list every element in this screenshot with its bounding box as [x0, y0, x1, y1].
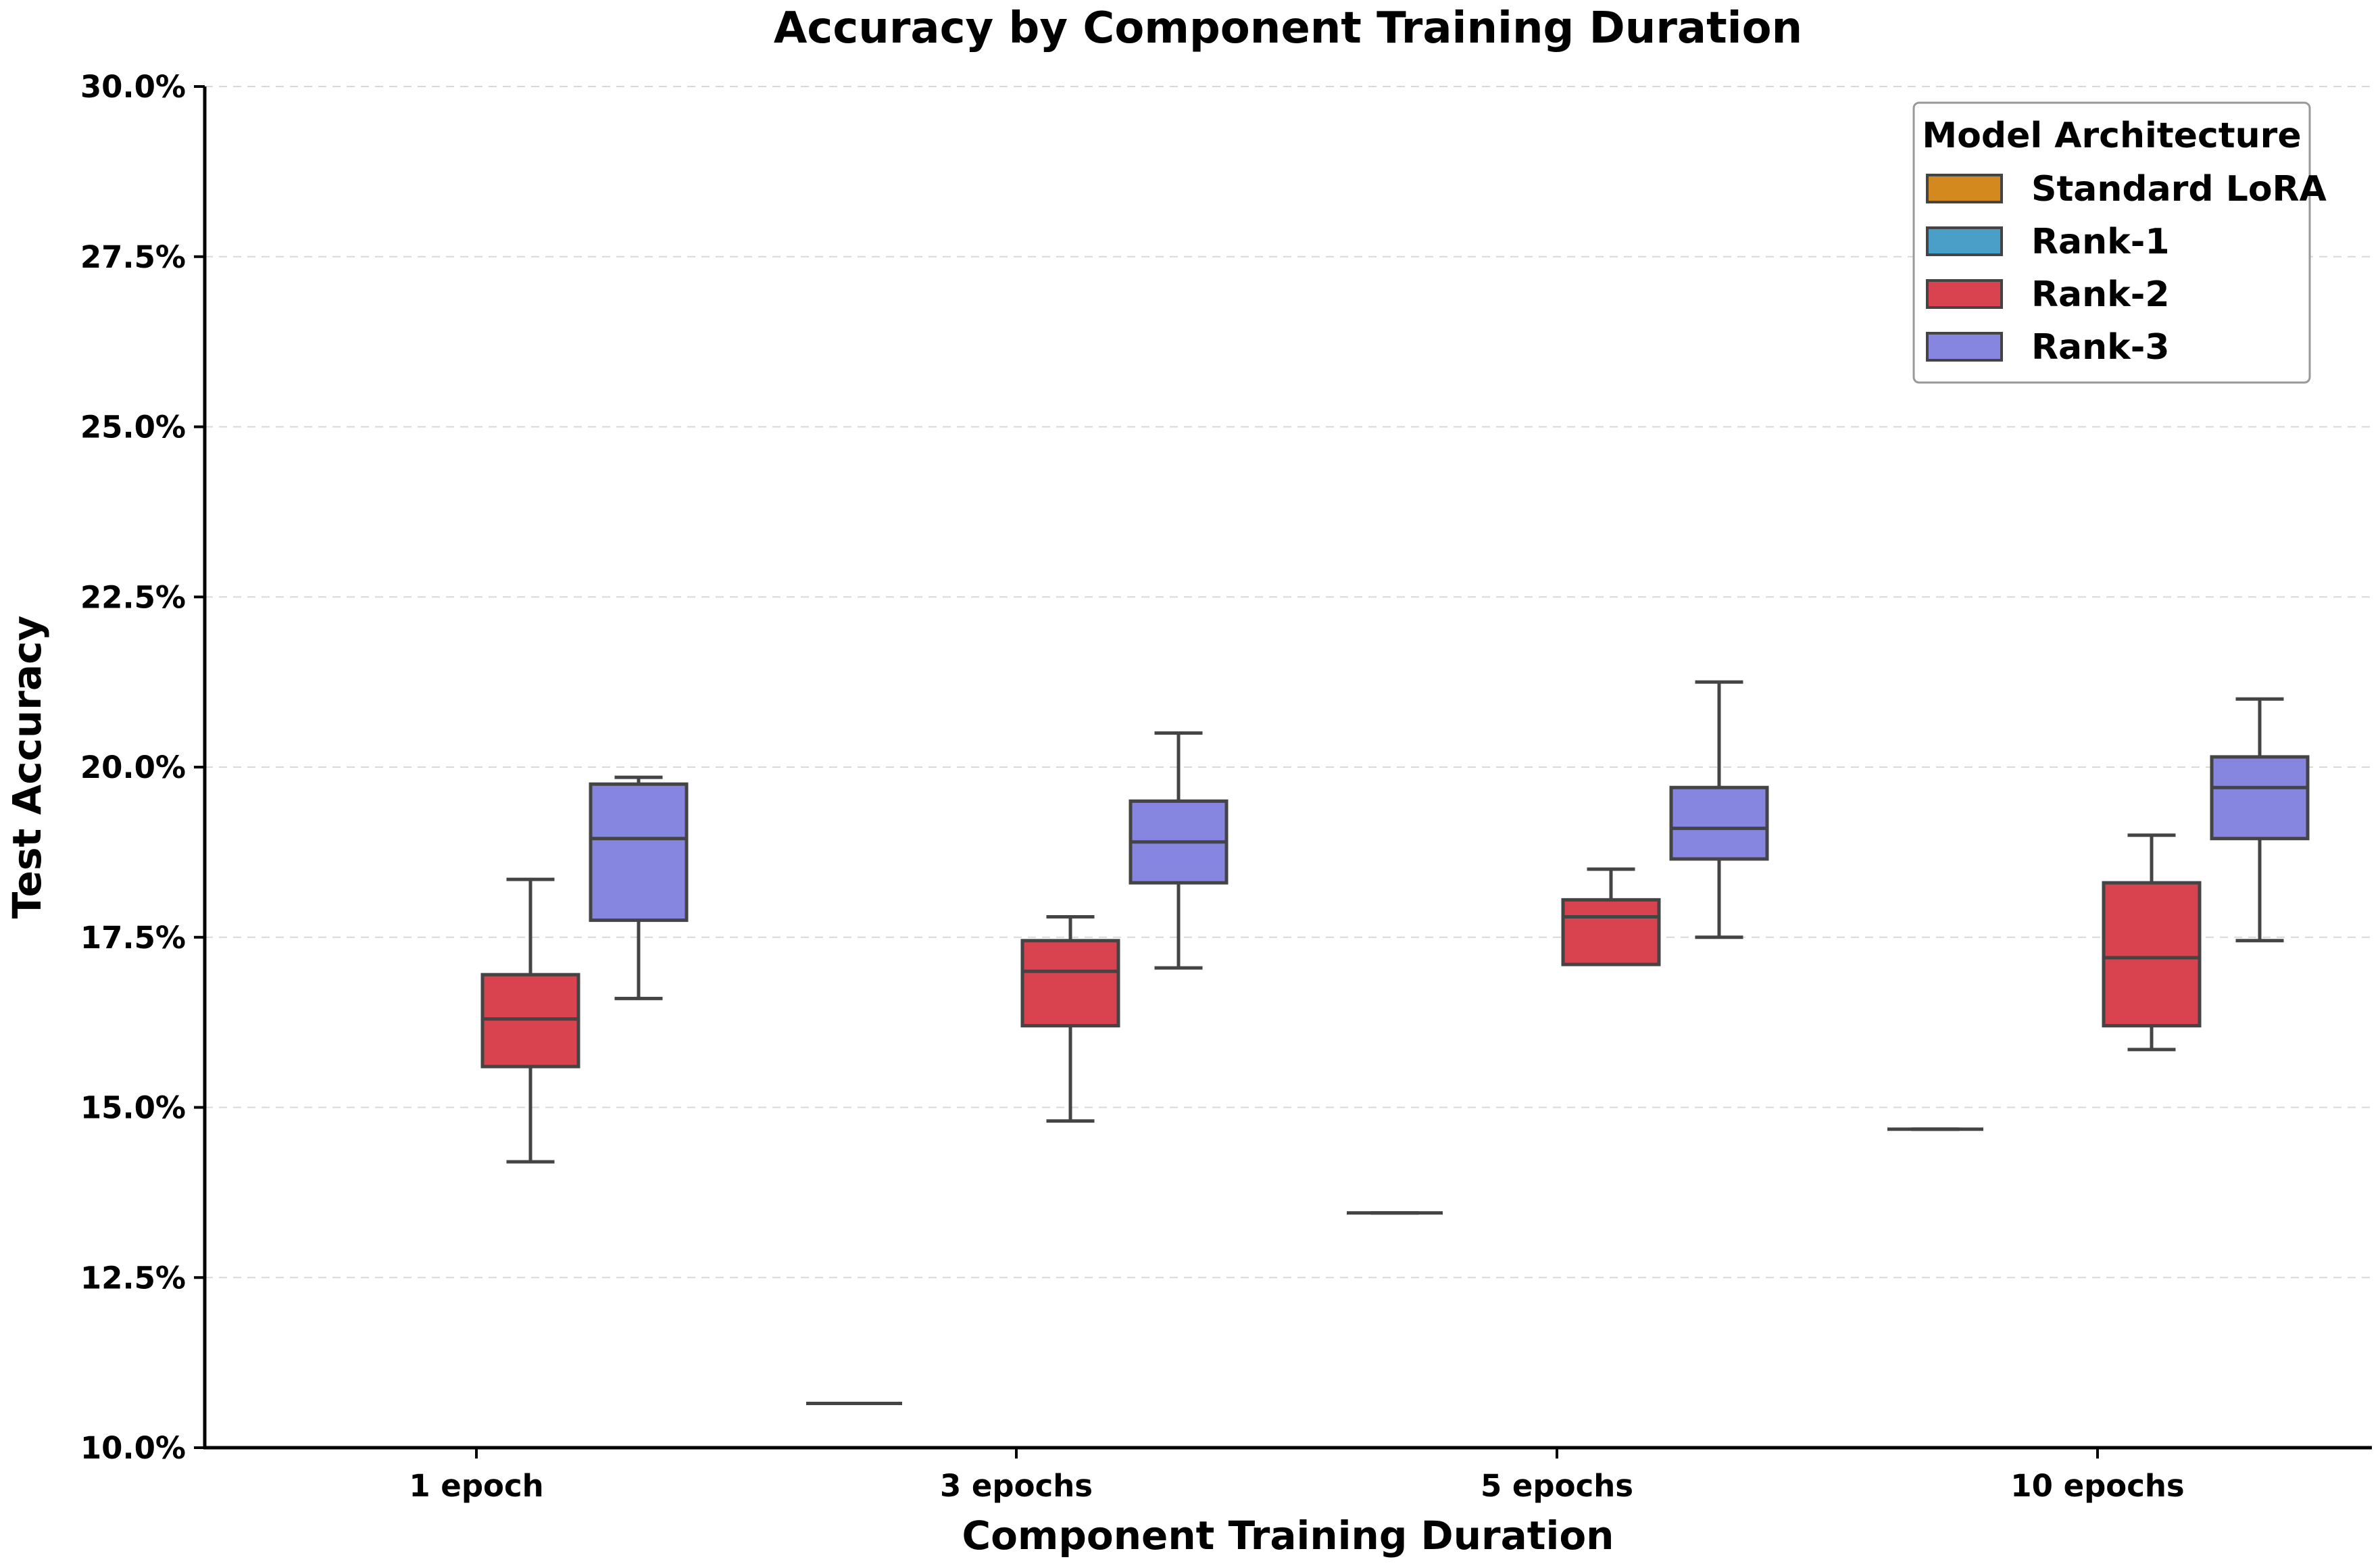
box-rank-2 [1561, 867, 1661, 966]
box-iqr [589, 782, 689, 923]
legend-frame [1912, 101, 2311, 384]
y-tick-label: 20.0% [80, 750, 186, 785]
y-tick-label: 22.5% [80, 579, 186, 615]
box-rank-2 [2102, 833, 2202, 1052]
box-rank-3 [1129, 731, 1229, 970]
y-axis-label: Test Accuracy [4, 616, 50, 919]
legend-swatch [1926, 226, 2003, 256]
y-tick-label: 15.0% [80, 1090, 186, 1126]
box-iqr [480, 973, 580, 1069]
legend-label: Rank-1 [2031, 222, 2170, 262]
box-iqr [1561, 898, 1661, 966]
box-iqr [1669, 785, 1769, 861]
x-axis-label: Component Training Duration [962, 1513, 1614, 1559]
x-tick-label: 1 epoch [409, 1468, 543, 1504]
box-rank-3 [1669, 680, 1769, 939]
legend-label: Rank-2 [2031, 274, 2170, 315]
legend-swatch [1926, 174, 2003, 203]
x-tick-label: 3 epochs [940, 1468, 1093, 1504]
y-tick-label: 10.0% [80, 1430, 186, 1466]
boxes-layer [480, 680, 2310, 1406]
grid-lines [205, 86, 2372, 1448]
legend-label: Rank-3 [2031, 327, 2170, 368]
box-rank-3 [2210, 697, 2310, 943]
legend-title: Model Architecture [1922, 116, 2301, 156]
box-rank-3 [589, 775, 689, 1000]
y-tick-label: 12.5% [80, 1260, 186, 1296]
y-tick-label: 17.5% [80, 920, 186, 956]
y-tick-label: 27.5% [80, 239, 186, 275]
x-ticks: 1 epoch 3 epochs 5 epochs 10 epochs [409, 1448, 2185, 1504]
box-rank-2 [480, 877, 580, 1164]
y-ticks: 10.0% 12.5% 15.0% 17.5% 20.0% 22.5% 25.0% 27.5%… [80, 69, 205, 1466]
legend-label: Standard LoRA [2031, 169, 2327, 210]
legend-swatch [1926, 332, 2003, 362]
x-tick-label: 5 epochs [1481, 1468, 1633, 1504]
y-tick-label: 30.0% [80, 69, 186, 105]
box-iqr [1020, 939, 1120, 1028]
legend-swatch [1926, 279, 2003, 309]
y-tick-label: 25.0% [80, 410, 186, 445]
box-iqr [2102, 881, 2202, 1028]
legend: Model Architecture Standard LoRA Rank-1 Ra… [1912, 101, 2327, 384]
box-iqr [2210, 755, 2310, 841]
chart-title: Accuracy by Component Training Duration [774, 3, 1802, 53]
x-tick-label: 10 epochs [2010, 1468, 2184, 1504]
box-rank-2 [1020, 915, 1120, 1123]
